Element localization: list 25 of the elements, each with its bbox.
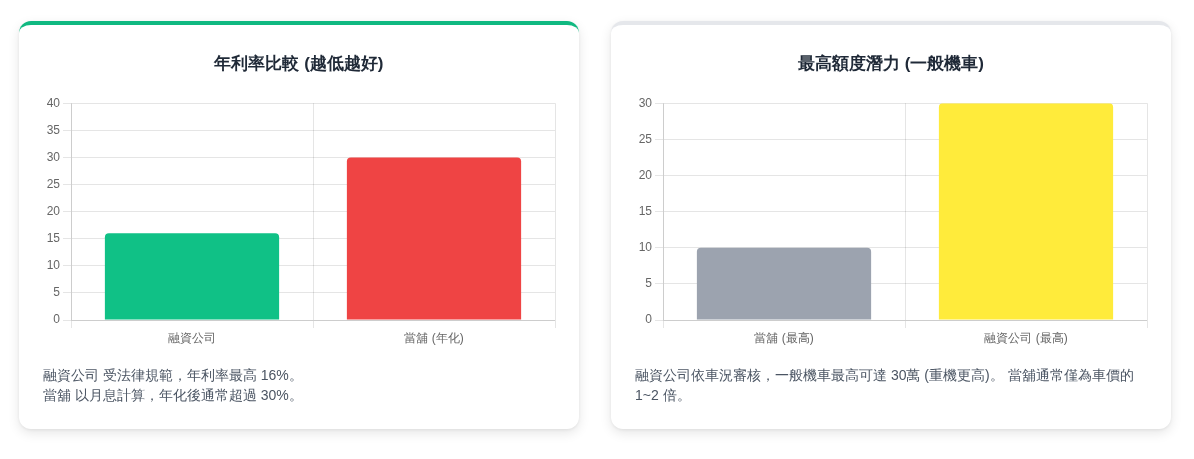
chart-title: 年利率比較 (越低越好) bbox=[213, 53, 385, 75]
x-tick-label: 融資公司 (最高) bbox=[984, 330, 1068, 345]
y-tick-label: 20 bbox=[46, 203, 61, 218]
x-tick-label: 融資公司 bbox=[168, 330, 216, 345]
y-tick-label: 5 bbox=[645, 276, 653, 291]
text: 融資公司依車況審核，一般機車最高可達 30萬 (重機更高)。 當舖通常僅為車價的 1~2 倍。 bbox=[635, 366, 1135, 405]
y-tick-label: 10 bbox=[46, 258, 61, 273]
y-tick-label: 30 bbox=[638, 95, 653, 110]
y-tick-label: 0 bbox=[53, 312, 61, 327]
text: 當舖 以月息計算，年化後通常超過 30%。 bbox=[43, 386, 304, 405]
chart-title: 最高額度潛力 (一般機車) bbox=[796, 53, 985, 75]
x-tick-label: 當舖 (最高) bbox=[754, 330, 814, 345]
y-tick-label: 25 bbox=[46, 176, 61, 191]
y-tick-label: 35 bbox=[46, 122, 61, 137]
x-tick-label: 當舖 (年化) bbox=[404, 330, 464, 345]
y-tick-label: 25 bbox=[638, 131, 653, 146]
y-tick-label: 5 bbox=[53, 285, 61, 300]
y-tick-label: 15 bbox=[46, 231, 61, 246]
y-tick-label: 30 bbox=[46, 149, 61, 164]
y-tick-label: 0 bbox=[645, 312, 653, 327]
y-tick-label: 15 bbox=[638, 203, 653, 218]
y-tick-label: 10 bbox=[638, 240, 653, 255]
y-tick-label: 40 bbox=[46, 95, 61, 110]
text: 融資公司 受法律規範，年利率最高 16%。 bbox=[43, 366, 304, 385]
y-tick-label: 20 bbox=[638, 167, 653, 182]
